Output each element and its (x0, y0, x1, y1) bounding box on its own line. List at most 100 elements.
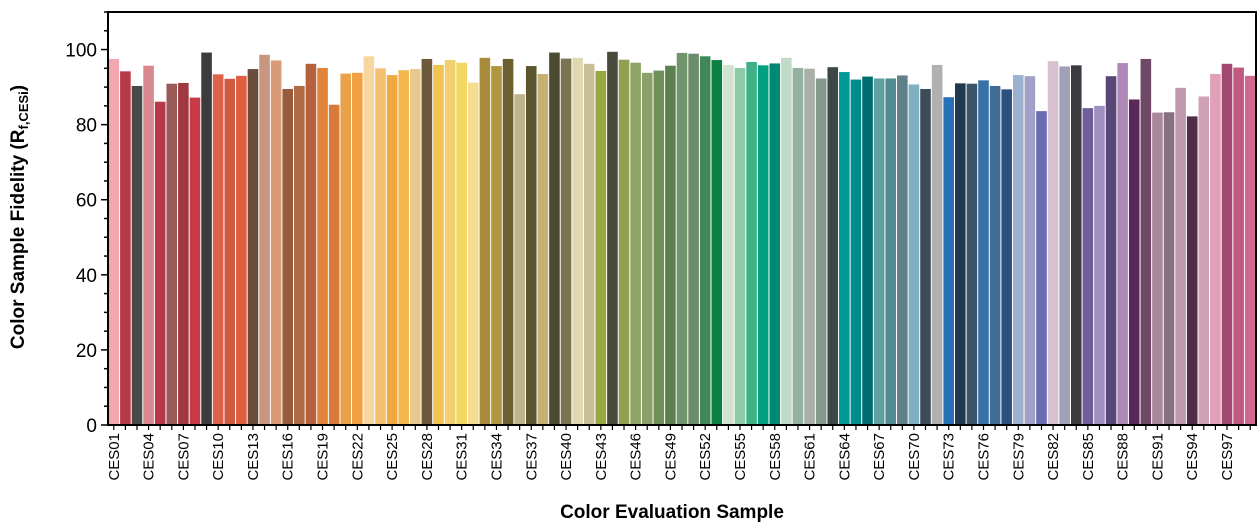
bar-ces97 (1221, 63, 1233, 426)
bar-ces66 (862, 76, 873, 425)
x-tick-label: CES79 (1010, 433, 1027, 481)
bar-ces16 (282, 88, 294, 425)
x-tick-label: CES85 (1080, 433, 1097, 481)
x-tick-label: CES22 (349, 433, 366, 481)
x-tick-label: CES58 (767, 433, 784, 481)
bar-ces80 (1024, 76, 1036, 425)
bar-ces41 (572, 57, 583, 426)
x-tick-label: CES67 (871, 433, 888, 481)
bar-ces26 (398, 70, 409, 425)
bar-ces56 (746, 61, 757, 425)
bar-ces05 (154, 101, 166, 425)
bar-ces77 (989, 85, 1001, 426)
x-tick-label: CES82 (1045, 433, 1062, 481)
bar-ces59 (781, 57, 792, 426)
bar-ces35 (502, 58, 514, 426)
bar-ces13 (247, 69, 259, 425)
x-tick-label: CES25 (384, 433, 401, 481)
bar-ces68 (885, 78, 897, 426)
bar-ces42 (583, 63, 595, 426)
y-tick-label: 40 (76, 266, 97, 287)
bar-ces84 (1070, 65, 1082, 425)
x-tick-label: CES31 (454, 433, 471, 481)
bar-ces25 (386, 75, 398, 425)
bar-ces27 (409, 69, 421, 425)
bar-ces90 (1140, 58, 1152, 426)
x-tick-label: CES07 (175, 433, 192, 481)
bar-ces49 (665, 65, 676, 425)
x-tick-label: CES01 (106, 433, 123, 481)
bar-ces44 (607, 51, 618, 426)
bar-ces53 (711, 60, 723, 426)
bar-ces51 (688, 53, 699, 426)
x-tick-label: CES10 (210, 433, 227, 481)
y-tick-label: 20 (76, 341, 97, 362)
x-tick-label: CES64 (836, 433, 853, 481)
y-tick-label: 80 (76, 116, 97, 137)
bar-ces86 (1094, 105, 1105, 426)
bar-ces08 (189, 97, 201, 425)
y-axis-ticks: 0 20 40 60 80 100 (65, 11, 108, 437)
y-axis-title-main: Color Sample Fidelity (R (8, 129, 29, 349)
bar-ces67 (873, 78, 885, 426)
bar-ces54 (723, 64, 734, 425)
bar-ces85 (1082, 108, 1094, 426)
x-axis-title: Color Evaluation Sample (560, 502, 784, 523)
x-tick-label: CES40 (558, 433, 575, 481)
bar-ces04 (143, 65, 154, 425)
bar-ces24 (375, 68, 386, 425)
bar-ces75 (966, 83, 978, 426)
bar-ces89 (1128, 99, 1140, 425)
bar-ces02 (120, 71, 131, 425)
bar-ces57 (757, 65, 769, 425)
bar-series (108, 51, 1256, 426)
bar-ces33 (479, 57, 491, 426)
bar-ces48 (653, 70, 665, 425)
bar-ces95 (1198, 96, 1210, 425)
bar-ces99 (1244, 75, 1256, 425)
bar-ces14 (259, 54, 270, 426)
bar-ces88 (1117, 63, 1128, 426)
bar-ces62 (815, 78, 827, 426)
bar-ces72 (931, 64, 943, 425)
x-tick-label: CES28 (419, 433, 436, 481)
x-tick-label: CES34 (489, 433, 506, 481)
bar-ces29 (433, 64, 444, 425)
bar-ces60 (792, 67, 804, 425)
bar-ces17 (294, 85, 305, 426)
bar-ces98 (1233, 67, 1244, 425)
bar-ces10 (212, 74, 224, 425)
bar-ces52 (699, 56, 711, 426)
bar-ces43 (595, 70, 607, 425)
x-tick-label: CES88 (1115, 433, 1132, 481)
x-tick-label: CES04 (141, 433, 158, 481)
x-tick-label: CES13 (245, 433, 262, 481)
bar-ces91 (1152, 112, 1163, 426)
y-axis-title: Color Sample Fidelity (Rf,CESi) (8, 85, 31, 349)
x-tick-label: CES43 (593, 433, 610, 481)
bar-ces93 (1175, 87, 1186, 425)
bar-ces30 (444, 60, 456, 426)
bar-ces46 (630, 62, 641, 425)
bar-ces64 (839, 72, 850, 425)
y-tick-label: 100 (65, 41, 97, 62)
bar-ces22 (352, 72, 363, 425)
bar-ces73 (943, 97, 955, 425)
bar-ces34 (491, 66, 502, 425)
bar-ces96 (1210, 73, 1221, 425)
bar-ces63 (827, 67, 839, 425)
x-tick-label: CES97 (1219, 433, 1236, 481)
bar-ces61 (804, 68, 815, 425)
x-tick-label: CES52 (697, 433, 714, 481)
x-tick-label: CES55 (732, 433, 749, 481)
bar-ces11 (224, 78, 236, 425)
bar-ces82 (1047, 61, 1059, 426)
bar-ces01 (108, 58, 120, 426)
bar-ces45 (618, 59, 630, 426)
x-tick-label: CES73 (941, 433, 958, 481)
x-tick-label: CES19 (315, 433, 332, 481)
y-tick-label: 60 (76, 191, 97, 212)
x-tick-label: CES91 (1149, 433, 1166, 481)
bar-ces65 (850, 79, 862, 425)
